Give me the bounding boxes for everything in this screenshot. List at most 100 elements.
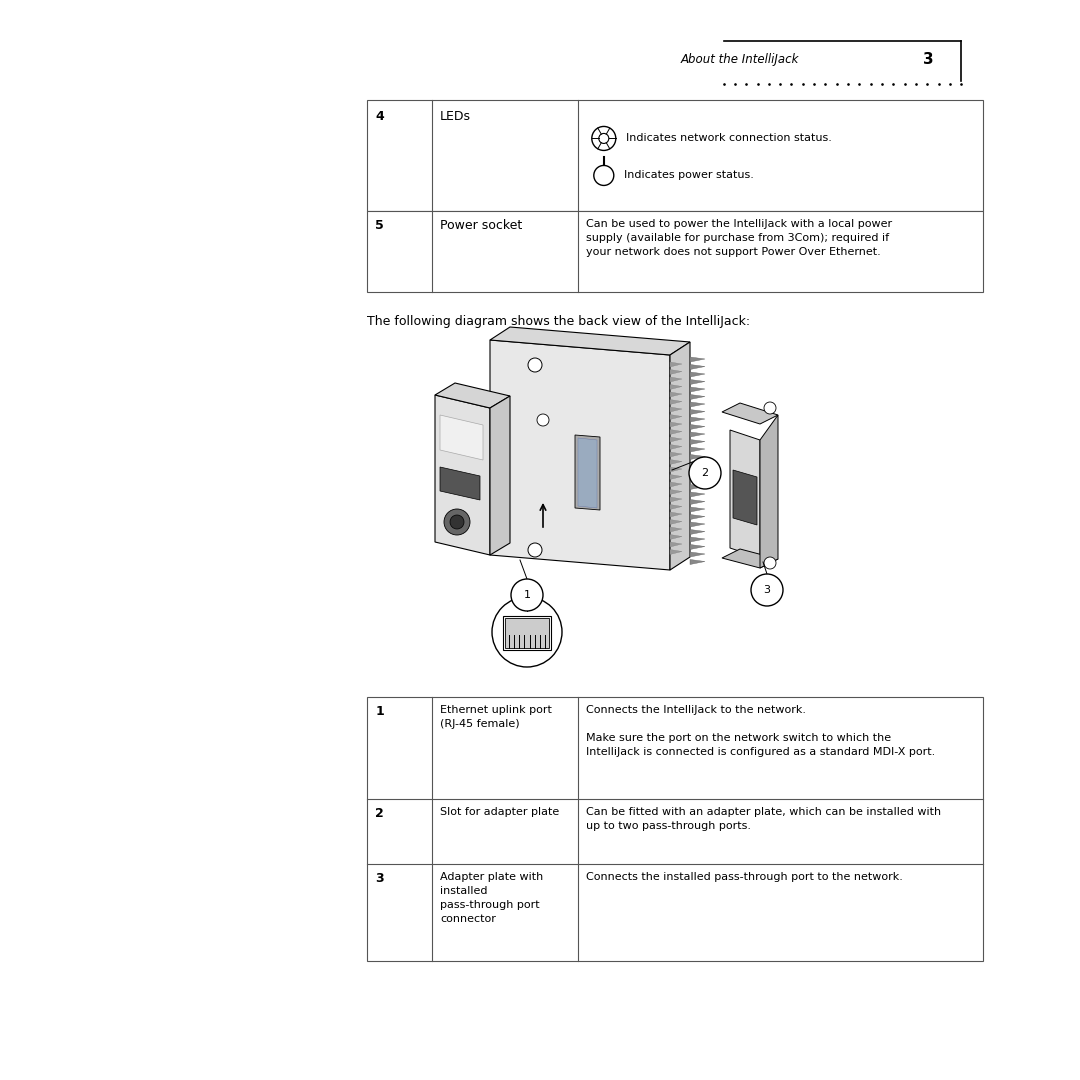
Text: 1: 1 [375, 704, 384, 717]
Polygon shape [670, 430, 681, 434]
Polygon shape [723, 549, 778, 568]
Polygon shape [435, 395, 490, 555]
Circle shape [751, 573, 783, 606]
Polygon shape [690, 394, 705, 400]
Polygon shape [690, 485, 705, 489]
Polygon shape [690, 387, 705, 392]
Polygon shape [670, 527, 681, 532]
Polygon shape [575, 435, 600, 510]
Bar [367, 100, 983, 211]
Polygon shape [670, 369, 681, 375]
Text: 2: 2 [701, 468, 708, 478]
Polygon shape [690, 379, 705, 384]
Polygon shape [690, 365, 705, 369]
Text: Can be used to power the IntelliJack with a local power
supply (available for pu: Can be used to power the IntelliJack wit… [585, 218, 892, 257]
Polygon shape [690, 462, 705, 467]
Polygon shape [670, 453, 681, 457]
Circle shape [511, 579, 543, 611]
Polygon shape [670, 519, 681, 525]
Polygon shape [690, 537, 705, 542]
Polygon shape [670, 550, 681, 554]
Polygon shape [733, 470, 757, 525]
Text: Indicates power status.: Indicates power status. [624, 171, 754, 180]
Polygon shape [690, 417, 705, 422]
Polygon shape [670, 342, 690, 570]
Polygon shape [690, 477, 705, 482]
Polygon shape [670, 504, 681, 510]
Text: 4: 4 [375, 110, 384, 123]
Polygon shape [670, 400, 681, 405]
Polygon shape [690, 402, 705, 407]
Text: Connects the installed pass-through port to the network.: Connects the installed pass-through port… [585, 872, 903, 882]
Polygon shape [670, 467, 681, 472]
Polygon shape [730, 430, 760, 558]
Bar [367, 697, 983, 961]
Polygon shape [690, 507, 705, 512]
Polygon shape [505, 618, 549, 648]
Polygon shape [670, 384, 681, 390]
Text: Ethernet uplink port
(RJ-45 female): Ethernet uplink port (RJ-45 female) [440, 704, 552, 729]
Polygon shape [690, 470, 705, 474]
Polygon shape [690, 544, 705, 550]
Text: Connects the IntelliJack to the network.

Make sure the port on the network swit: Connects the IntelliJack to the network.… [585, 704, 935, 757]
Polygon shape [670, 407, 681, 411]
Polygon shape [690, 559, 705, 565]
Text: Slot for adapter plate: Slot for adapter plate [440, 807, 559, 818]
Polygon shape [670, 474, 681, 480]
Polygon shape [490, 396, 510, 555]
Polygon shape [490, 327, 690, 355]
Polygon shape [690, 447, 705, 453]
Text: The following diagram shows the back view of the IntelliJack:: The following diagram shows the back vie… [367, 315, 751, 328]
Polygon shape [670, 377, 681, 382]
Polygon shape [670, 362, 681, 367]
Polygon shape [440, 467, 480, 500]
Polygon shape [690, 552, 705, 557]
Polygon shape [670, 489, 681, 495]
Polygon shape [440, 415, 483, 460]
Polygon shape [690, 432, 705, 437]
Text: 5: 5 [375, 218, 384, 231]
Text: 3: 3 [923, 52, 934, 67]
Text: LEDs: LEDs [440, 110, 471, 123]
Text: 3: 3 [764, 585, 770, 595]
Polygon shape [690, 499, 705, 504]
Polygon shape [723, 403, 778, 424]
Polygon shape [435, 383, 510, 408]
Circle shape [528, 543, 542, 557]
Polygon shape [690, 440, 705, 445]
Polygon shape [690, 357, 705, 362]
Polygon shape [670, 422, 681, 427]
Text: Power socket: Power socket [440, 218, 523, 231]
Polygon shape [490, 340, 670, 570]
Polygon shape [690, 424, 705, 430]
Text: 1: 1 [524, 590, 530, 600]
Polygon shape [670, 512, 681, 517]
Circle shape [689, 457, 721, 489]
Text: Can be fitted with an adapter plate, which can be installed with
up to two pass-: Can be fitted with an adapter plate, whi… [585, 807, 941, 832]
Polygon shape [670, 497, 681, 502]
Circle shape [764, 402, 777, 414]
Polygon shape [670, 415, 681, 419]
Text: Adapter plate with
installed
pass-through port
connector: Adapter plate with installed pass-throug… [440, 872, 543, 924]
Polygon shape [670, 482, 681, 487]
Polygon shape [670, 445, 681, 449]
Polygon shape [670, 437, 681, 442]
Polygon shape [760, 415, 778, 568]
Polygon shape [670, 392, 681, 397]
Polygon shape [578, 438, 597, 508]
Text: Indicates network connection status.: Indicates network connection status. [625, 134, 832, 144]
Text: 3: 3 [375, 872, 383, 885]
Bar [367, 211, 983, 292]
Polygon shape [670, 535, 681, 540]
Polygon shape [670, 542, 681, 546]
Polygon shape [690, 529, 705, 535]
Text: About the IntelliJack: About the IntelliJack [680, 53, 799, 66]
Polygon shape [690, 514, 705, 519]
Circle shape [444, 509, 470, 535]
Circle shape [492, 597, 562, 667]
Polygon shape [690, 409, 705, 415]
Circle shape [537, 414, 549, 426]
Polygon shape [690, 522, 705, 527]
Polygon shape [670, 459, 681, 464]
Circle shape [764, 557, 777, 569]
